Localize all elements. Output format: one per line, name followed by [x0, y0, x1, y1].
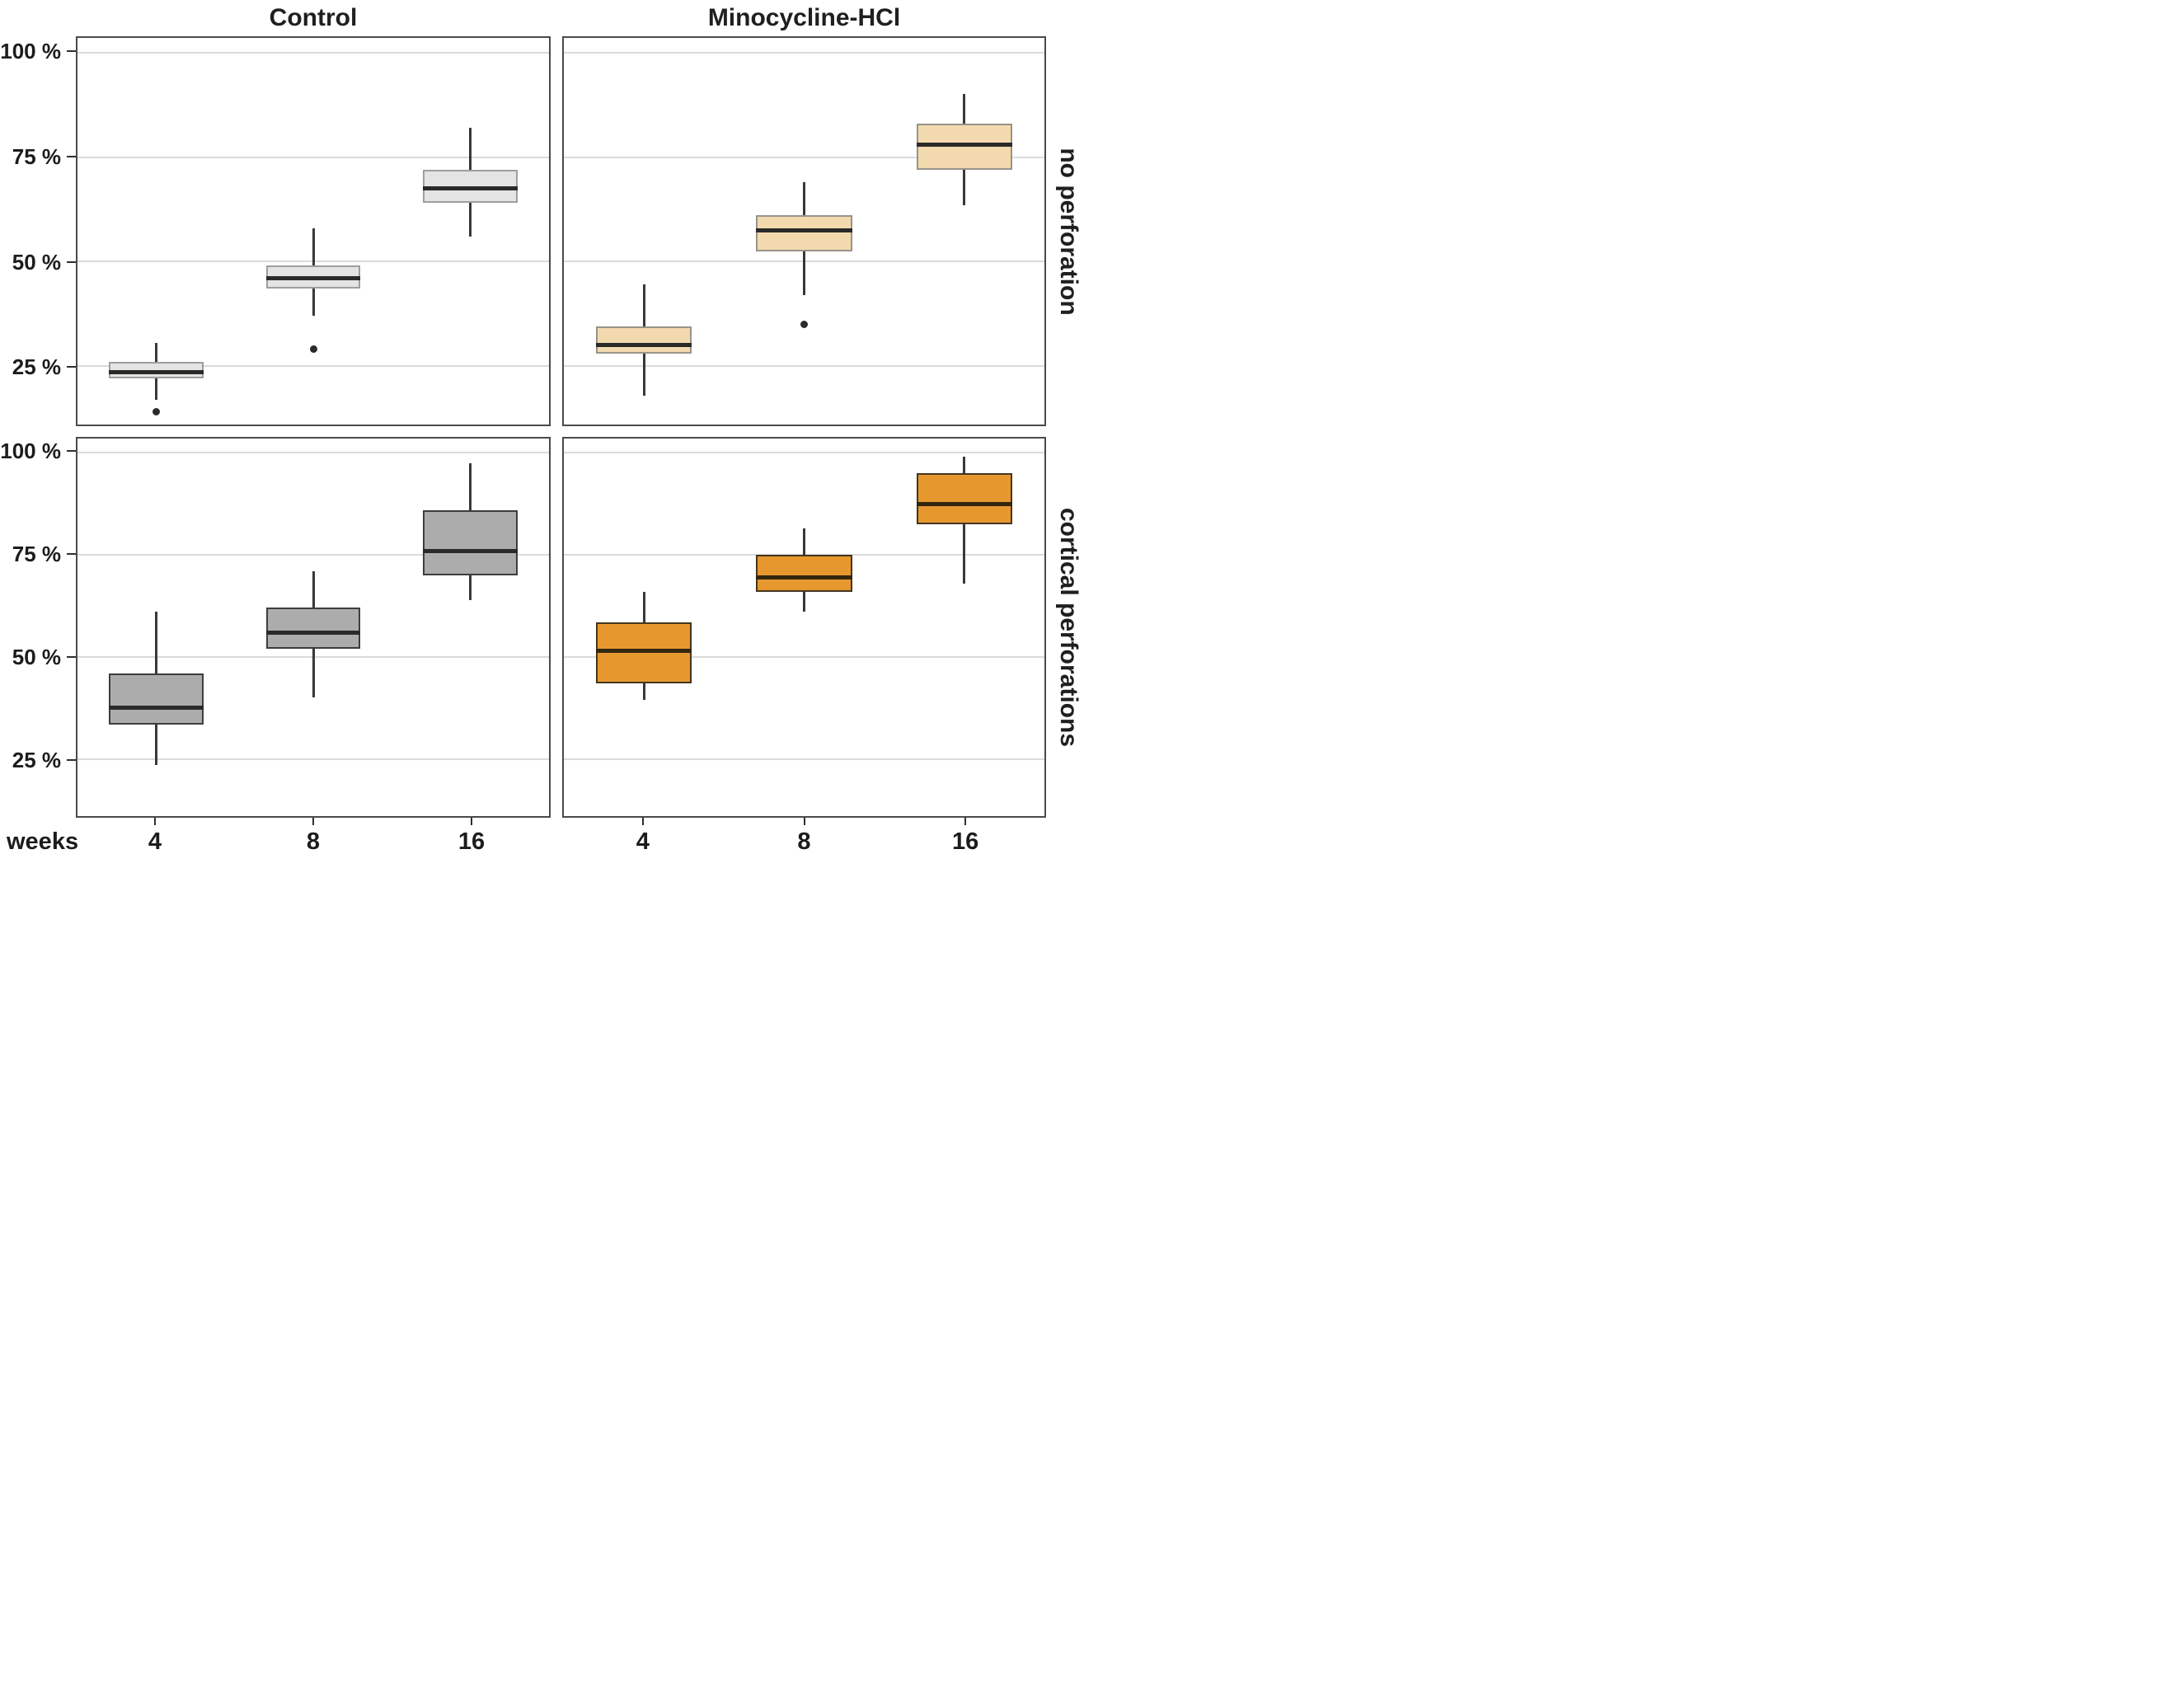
box-week-4 [595, 326, 692, 354]
y-tick-label-100: 100 % [0, 439, 61, 464]
y-tick-label-50: 50 % [12, 249, 61, 274]
outlier-point-week-8 [309, 345, 317, 354]
box-week-4 [109, 361, 204, 379]
facet-title-minocycline-hcl: Minocycline-HCl [707, 4, 901, 31]
panel-no perforation-Control [76, 36, 551, 426]
median-line-week-8 [756, 575, 852, 580]
y-tick-label-25: 25 % [12, 354, 61, 380]
x-tick-week-4 [641, 818, 644, 825]
y-tick-100 [67, 49, 76, 52]
median-line-week-4 [109, 370, 204, 375]
x-axis-unit-label: weeks [7, 828, 79, 854]
box-week-16 [916, 473, 1013, 524]
gridline-75 [77, 554, 549, 556]
box-week-16 [423, 169, 518, 204]
boxplot-figure: Control Minocycline-HCl no perforation c… [0, 0, 1091, 854]
gridline-100 [77, 452, 549, 454]
gridline-100 [564, 51, 1044, 54]
gridline-100 [564, 452, 1044, 454]
outlier-point-week-4 [152, 408, 160, 416]
gridline-100 [77, 51, 549, 54]
box-week-16 [916, 123, 1013, 170]
x-tick-label-week-8: 8 [797, 828, 811, 854]
median-line-week-16 [423, 186, 518, 191]
median-line-week-8 [756, 228, 852, 232]
panel-cortical perforations-Minocycline-HCl [562, 437, 1046, 818]
median-line-week-4 [595, 343, 692, 348]
x-tick-label-week-16: 16 [952, 828, 979, 854]
y-tick-label-25: 25 % [12, 748, 61, 773]
gridline-25 [77, 365, 549, 368]
gridline-75 [564, 156, 1044, 158]
y-tick-label-100: 100 % [0, 38, 61, 63]
x-tick-week-16 [964, 818, 967, 825]
y-tick-label-75: 75 % [12, 542, 61, 567]
facet-title-control: Control [269, 4, 358, 31]
y-tick-100 [67, 450, 76, 453]
y-tick-50 [67, 656, 76, 659]
median-line-week-4 [109, 706, 204, 711]
x-tick-label-week-4: 4 [148, 828, 162, 854]
facet-strip-label-cortical-perforations: cortical perforations [1055, 507, 1082, 748]
outlier-point-week-8 [800, 320, 808, 328]
median-line-week-16 [423, 548, 518, 553]
y-tick-25 [67, 759, 76, 762]
y-tick-50 [67, 260, 76, 263]
panel-no perforation-Minocycline-HCl [562, 36, 1046, 426]
box-week-8 [265, 608, 361, 649]
gridline-75 [77, 156, 549, 158]
x-tick-label-week-8: 8 [306, 828, 321, 854]
facet-strip-label-no-perforation: no perforation [1055, 147, 1082, 316]
box-week-8 [756, 215, 852, 251]
gridline-50 [564, 655, 1044, 658]
x-tick-label-week-16: 16 [458, 828, 486, 854]
y-tick-25 [67, 366, 76, 368]
x-tick-week-4 [154, 818, 156, 825]
x-tick-week-8 [803, 818, 805, 825]
y-tick-75 [67, 155, 76, 157]
median-line-week-16 [916, 142, 1013, 147]
box-week-16 [423, 509, 518, 575]
y-tick-label-50: 50 % [12, 645, 61, 670]
median-line-week-8 [265, 630, 361, 635]
median-line-week-4 [595, 648, 692, 653]
y-tick-label-75: 75 % [12, 143, 61, 169]
box-week-4 [109, 673, 204, 725]
x-tick-label-week-4: 4 [636, 828, 650, 854]
y-tick-75 [67, 553, 76, 556]
panel-cortical perforations-Control [76, 437, 551, 818]
box-week-8 [756, 555, 852, 592]
median-line-week-8 [265, 276, 361, 281]
x-tick-week-8 [312, 818, 314, 825]
median-line-week-16 [916, 501, 1013, 506]
x-tick-week-16 [471, 818, 472, 825]
gridline-25 [564, 758, 1044, 760]
gridline-25 [564, 365, 1044, 368]
gridline-25 [77, 758, 549, 760]
